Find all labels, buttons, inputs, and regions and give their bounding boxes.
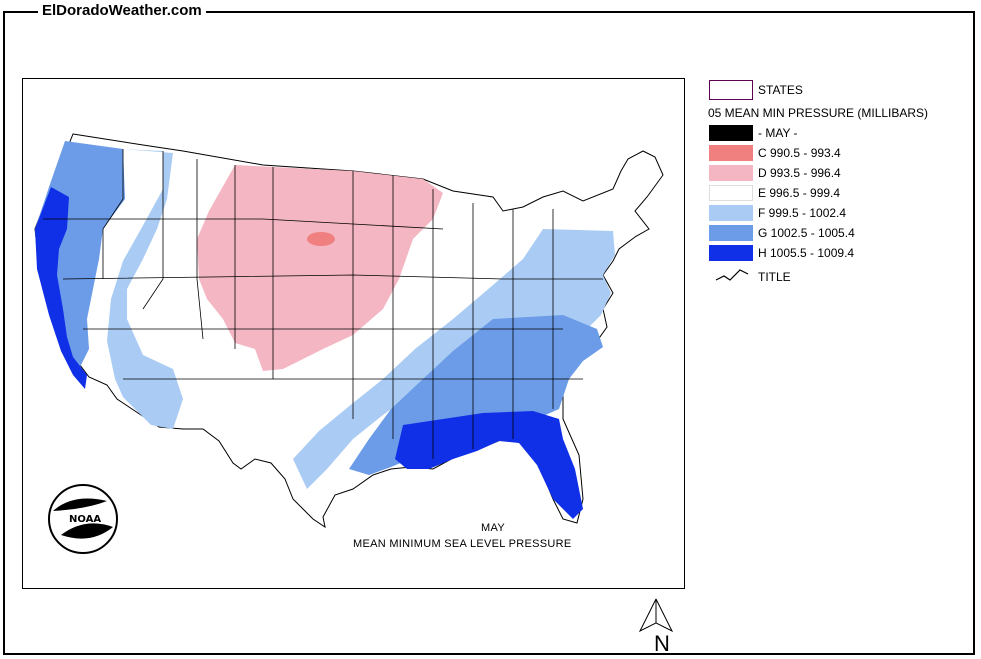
zone-c-patch — [307, 232, 335, 246]
legend-swatch — [709, 125, 753, 141]
legend-title: 05 MEAN MIN PRESSURE (MILLIBARS) — [708, 106, 929, 120]
map-caption: MAY MEAN MINIMUM SEA LEVEL PRESSURE — [353, 520, 613, 552]
zone-d-plains — [197, 165, 443, 371]
legend-class-label: H 1005.5 - 1009.4 — [758, 246, 855, 260]
legend-swatch — [709, 205, 753, 221]
states-swatch — [709, 80, 753, 100]
us-pressure-map: NOAA — [34, 133, 664, 554]
legend-class-label: C 990.5 - 993.4 — [758, 146, 841, 160]
legend-class-label: G 1002.5 - 1005.4 — [758, 226, 855, 240]
legend-swatch — [709, 245, 753, 261]
zone-h-southeast — [395, 411, 583, 519]
legend-swatch — [709, 225, 753, 241]
legend-class-label: - MAY - — [758, 126, 798, 140]
caption-month: MAY — [481, 522, 505, 534]
legend-states-label: STATES — [758, 83, 803, 97]
site-title[interactable]: ElDoradoWeather.com — [38, 2, 206, 19]
zone-h-west — [35, 187, 87, 389]
north-arrow-icon: N — [638, 598, 674, 655]
legend-class-label: F 999.5 - 1002.4 — [758, 206, 847, 220]
state-lines — [43, 149, 603, 459]
zone-f-west — [107, 149, 183, 429]
page-frame — [3, 11, 975, 655]
noaa-logo: NOAA — [48, 484, 118, 554]
title-line-symbol — [715, 269, 749, 281]
legend-class-label: D 993.5 - 996.4 — [758, 166, 841, 180]
svg-text:NOAA: NOAA — [69, 514, 101, 525]
north-label: N — [654, 631, 670, 655]
legend-class-label: E 996.5 - 999.4 — [758, 186, 841, 200]
map-panel: NOAA MAY MEAN MINIMUM SEA LEVEL PRESSURE — [22, 78, 685, 589]
legend-swatch — [709, 145, 753, 161]
legend-title-symbol-label: TITLE — [758, 270, 791, 284]
legend-swatch — [709, 165, 753, 181]
caption-title: MEAN MINIMUM SEA LEVEL PRESSURE — [353, 538, 572, 550]
legend-swatch — [709, 185, 753, 201]
